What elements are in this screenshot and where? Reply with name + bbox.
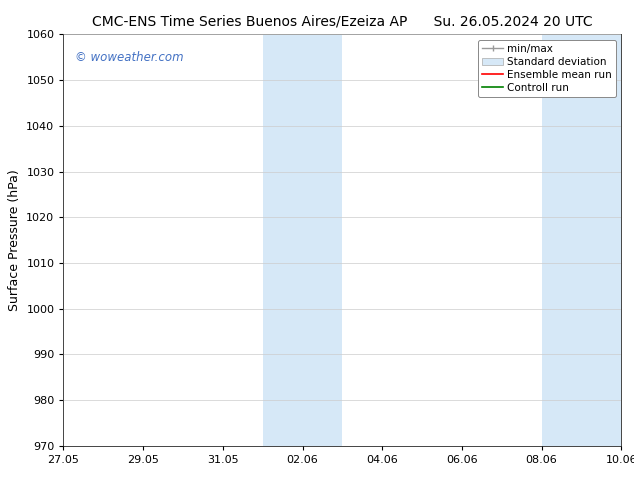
- Y-axis label: Surface Pressure (hPa): Surface Pressure (hPa): [8, 169, 21, 311]
- Legend: min/max, Standard deviation, Ensemble mean run, Controll run: min/max, Standard deviation, Ensemble me…: [478, 40, 616, 97]
- Title: CMC-ENS Time Series Buenos Aires/Ezeiza AP      Su. 26.05.2024 20 UTC: CMC-ENS Time Series Buenos Aires/Ezeiza …: [92, 15, 593, 29]
- Bar: [541, 34, 621, 446]
- Text: © woweather.com: © woweather.com: [75, 51, 183, 64]
- Bar: [262, 34, 342, 446]
